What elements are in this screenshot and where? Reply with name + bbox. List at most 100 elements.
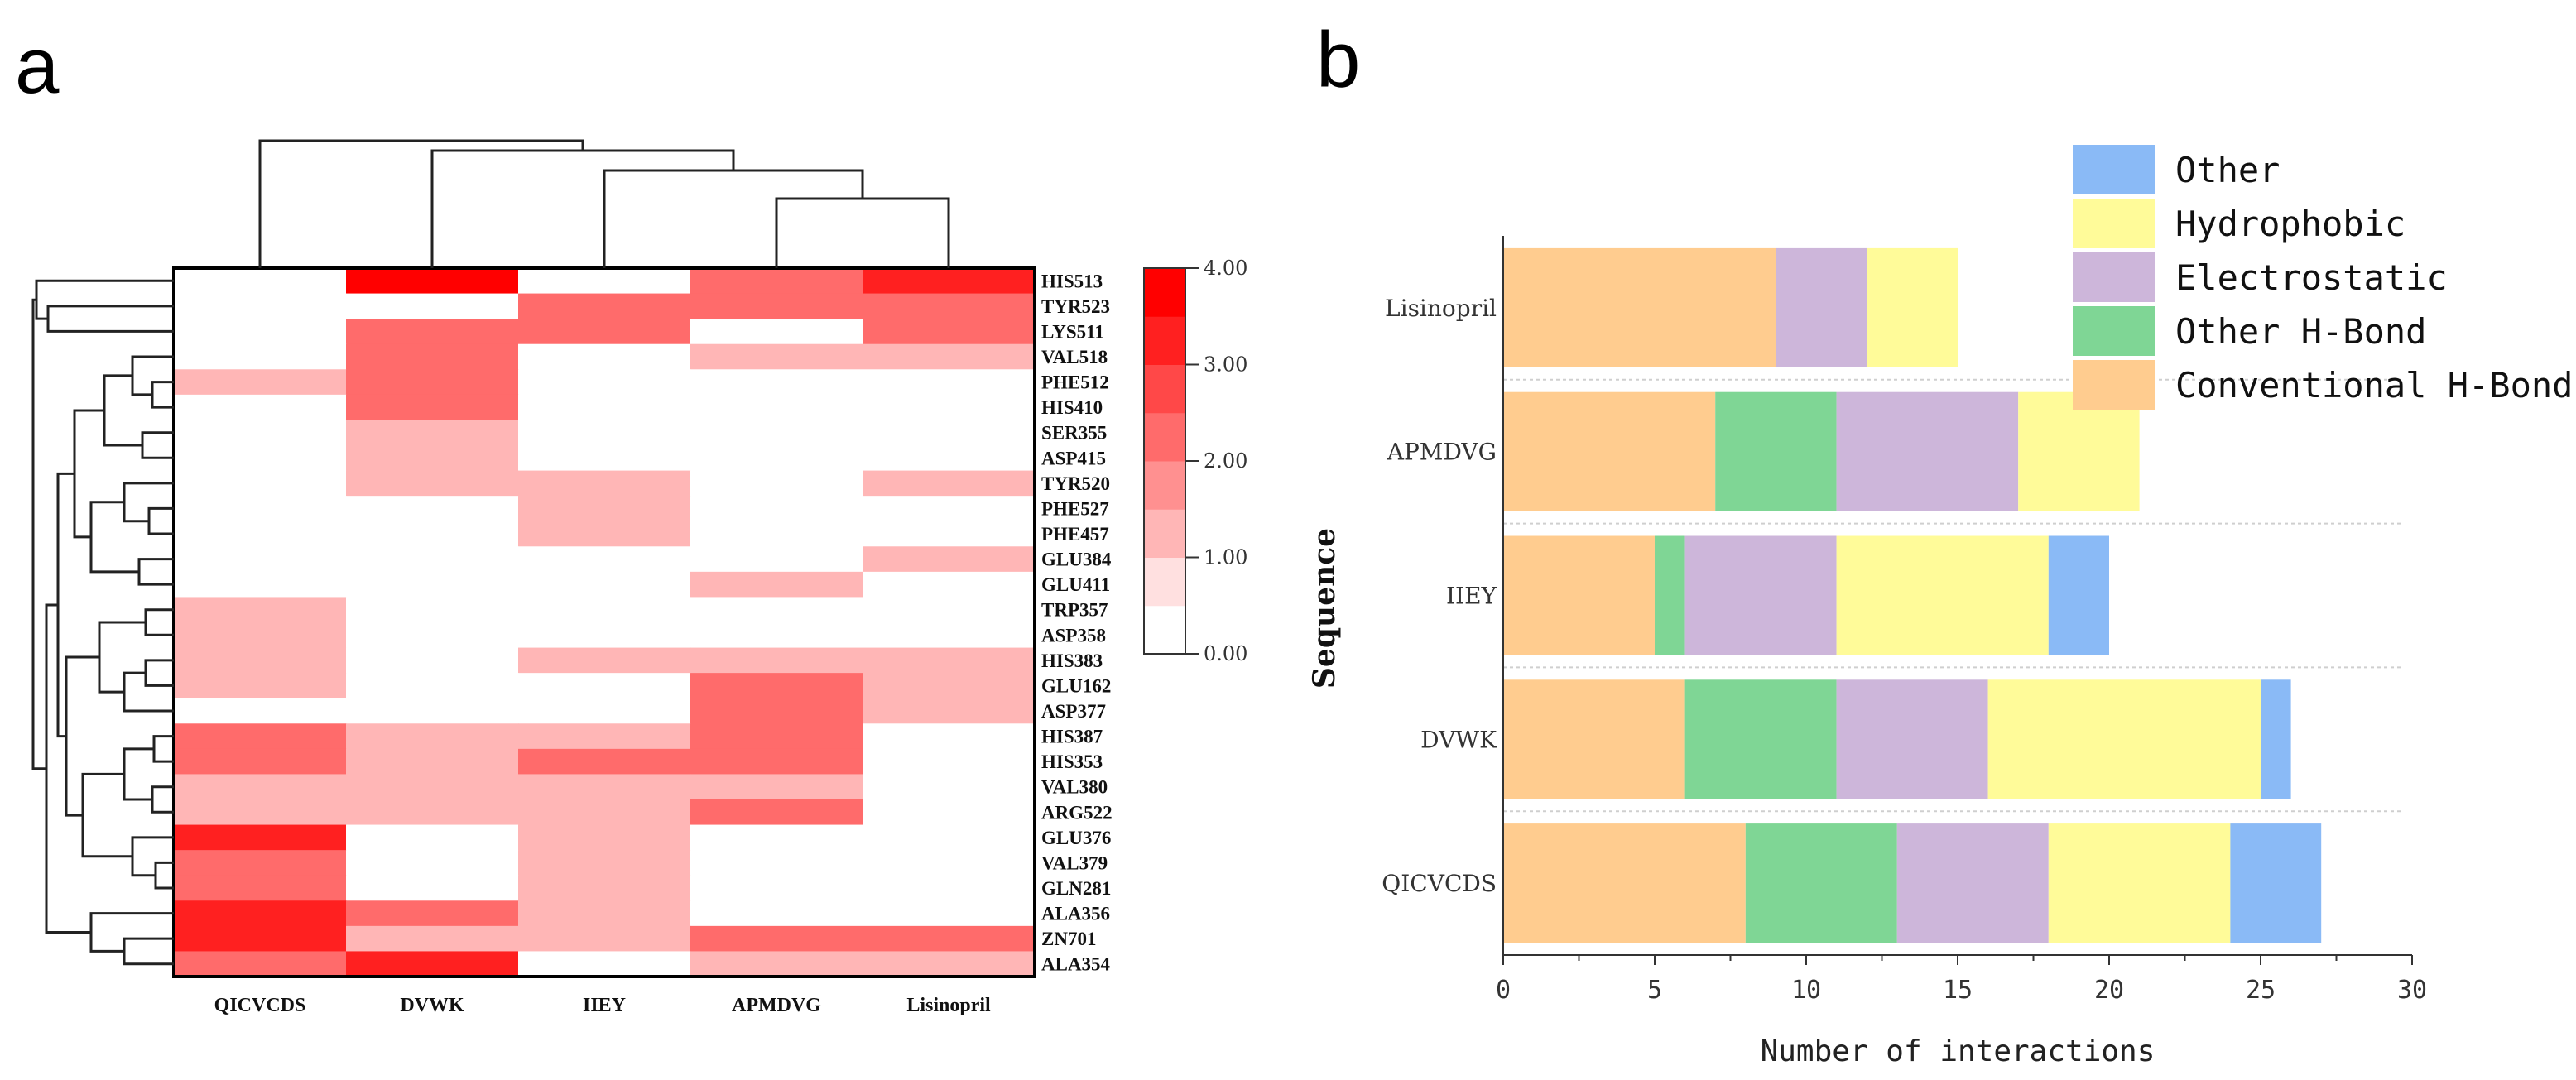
heatmap-cell — [863, 698, 1036, 724]
legend-swatch — [2073, 252, 2155, 302]
heatmap-cell — [518, 496, 691, 522]
heatmap-cell — [518, 951, 691, 977]
heatmap-cell — [174, 723, 347, 750]
dendrogram-branch — [775, 197, 950, 268]
heatmap-cell — [690, 571, 863, 598]
colorbar-tick-label: 1.00 — [1204, 546, 1247, 569]
heatmap-cell — [174, 343, 347, 370]
category-label: IIEY — [1446, 583, 1497, 610]
heatmap-cell — [346, 496, 519, 522]
category-label: Lisinopril — [1385, 295, 1497, 322]
heatmap-cell — [174, 496, 347, 522]
heatmap-cell — [346, 394, 519, 420]
heatmap-cell — [174, 521, 347, 547]
colorbar-band — [1144, 605, 1185, 655]
heatmap-cell — [690, 597, 863, 623]
category-label: DVWK — [1420, 726, 1497, 753]
row-label: TYR523 — [1041, 296, 1110, 317]
row-label: VAL379 — [1041, 852, 1108, 873]
row-label: VAL518 — [1041, 347, 1108, 367]
column-label: DVWK — [400, 995, 464, 1016]
dendrogram-branch — [144, 608, 174, 636]
heatmap-cell — [863, 343, 1036, 370]
bar-segment-electrostatic — [1776, 247, 1867, 367]
heatmap-cell — [863, 673, 1036, 699]
x-tick-label: 25 — [2246, 976, 2276, 1005]
heatmap-cell — [346, 723, 519, 750]
colorbar-band — [1144, 509, 1185, 558]
row-label: ALA356 — [1041, 904, 1110, 924]
heatmap-cell — [346, 698, 519, 724]
heatmap-cell — [346, 748, 519, 775]
heatmap-cell — [346, 824, 519, 851]
legend-swatch — [2073, 199, 2155, 248]
heatmap-cell — [863, 900, 1036, 927]
heatmap-cell — [518, 394, 691, 420]
heatmap-cell — [690, 369, 863, 396]
column-label: QICVCDS — [214, 995, 306, 1016]
row-label: HIS353 — [1041, 751, 1103, 772]
dendrogram-branch — [98, 621, 146, 694]
heatmap-cell — [174, 774, 347, 800]
heatmap-cell — [690, 622, 863, 649]
dendrogram-branch — [45, 603, 91, 934]
dendrogram-branch — [89, 501, 139, 574]
row-label: HIS383 — [1041, 650, 1103, 671]
x-tick-label: 20 — [2094, 976, 2124, 1005]
heatmap-cell — [174, 748, 347, 775]
dendrogram-branch — [141, 431, 174, 459]
heatmap-cell — [863, 850, 1036, 876]
heatmap-cell — [863, 394, 1036, 420]
heatmap-cell — [690, 799, 863, 826]
dendrogram-branch — [35, 279, 174, 320]
dendrogram-branch — [123, 937, 174, 966]
heatmap-cell — [174, 951, 347, 977]
heatmap-cell — [174, 875, 347, 901]
bar-segment-other — [2048, 535, 2109, 655]
dendrogram-branch — [152, 735, 174, 763]
heatmap-cell — [518, 521, 691, 547]
heatmap-panel: HIS513 TYR523 LYS511 VAL518 PHE512 HIS410 SER3… — [31, 139, 1247, 1016]
heatmap-cell — [518, 293, 691, 319]
heatmap-cell — [346, 799, 519, 826]
row-label: VAL380 — [1041, 777, 1108, 798]
row-label: TYR520 — [1041, 473, 1110, 494]
dendrogram-branch — [147, 506, 174, 535]
dendrogram-branch — [46, 305, 174, 333]
row-label: PHE512 — [1041, 372, 1109, 393]
colorbar-tick-label: 4.00 — [1204, 257, 1247, 280]
dendrogram-branch — [154, 861, 174, 890]
row-label: GLU162 — [1041, 675, 1111, 696]
heatmap-cell — [690, 723, 863, 750]
heatmap-cell — [863, 647, 1036, 674]
x-tick-label: 10 — [1791, 976, 1821, 1005]
row-label: HIS513 — [1041, 271, 1103, 291]
heatmap-cell — [518, 571, 691, 598]
heatmap-cell — [690, 445, 863, 472]
heatmap-cell — [518, 268, 691, 295]
heatmap-cell — [518, 597, 691, 623]
heatmap-cell — [863, 875, 1036, 901]
heatmap-cell — [863, 470, 1036, 497]
heatmap-cell — [690, 293, 863, 319]
stacked-bar-panel: Lisinopril APMDVG IIEY DVWK QICVCDS 0 5 10 15 20 2… — [1307, 145, 2573, 1068]
heatmap-cell — [518, 673, 691, 699]
x-tick-label: 5 — [1647, 976, 1662, 1005]
heatmap-cell — [346, 925, 519, 952]
dendrogram-branch — [103, 374, 142, 447]
heatmap-cell — [346, 850, 519, 876]
bar-segment-other-h-bond — [1745, 823, 1897, 943]
heatmap-cell — [174, 799, 347, 826]
heatmap-cell — [690, 875, 863, 901]
heatmap-cell — [690, 319, 863, 345]
row-label: PHE527 — [1041, 498, 1109, 519]
legend-label: Hydrophobic — [2175, 204, 2405, 244]
x-axis-title: Number of interactions — [1761, 1034, 2155, 1068]
column-label: IIEY — [583, 995, 626, 1016]
heatmap-cell — [518, 723, 691, 750]
heatmap-cell — [863, 925, 1036, 952]
panel-b-letter: b — [1316, 16, 1360, 104]
bar-segment-other-h-bond — [1715, 391, 1837, 511]
heatmap-cell — [174, 647, 347, 674]
category-label: QICVCDS — [1382, 870, 1497, 897]
